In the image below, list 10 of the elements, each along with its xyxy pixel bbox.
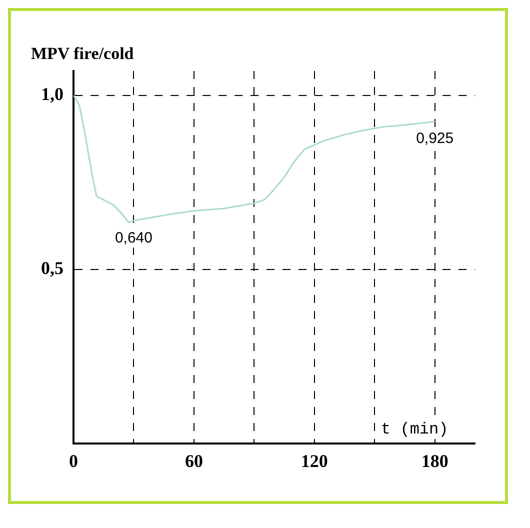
x-tick-label: 180 bbox=[421, 450, 448, 471]
y-axis-title: MPV fire/cold bbox=[31, 44, 134, 63]
y-tick-label: 1,0 bbox=[41, 84, 64, 104]
x-tick-label: 60 bbox=[184, 450, 203, 471]
annotation: 0,925 bbox=[416, 130, 454, 148]
x-tick-label: 120 bbox=[300, 450, 328, 471]
annotation: 0,640 bbox=[114, 229, 152, 246]
y-tick-label: 0,5 bbox=[41, 258, 64, 278]
x-axis-title: t (min) bbox=[381, 420, 448, 439]
x-tick-label: 0 bbox=[69, 450, 78, 471]
